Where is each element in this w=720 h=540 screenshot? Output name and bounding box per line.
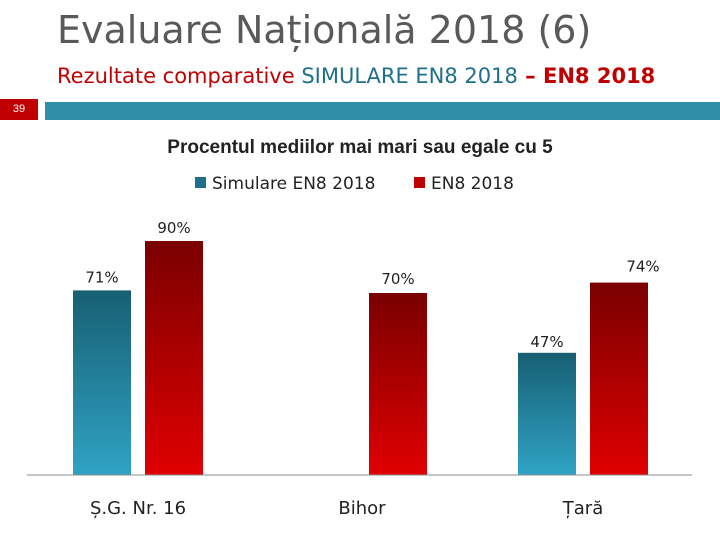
slide-subtitle: Rezultate comparative SIMULARE EN8 2018 … — [57, 64, 655, 88]
legend-label-simulare: Simulare EN8 2018 — [212, 174, 375, 194]
bar-en8-1 — [145, 241, 203, 475]
x-tick-label-3: Țară — [562, 498, 603, 519]
bar-chart: Procentul mediilor mai mari sau egale cu… — [27, 137, 692, 519]
subtitle-simulare: SIMULARE EN8 2018 — [301, 64, 518, 88]
legend-swatch-en8 — [414, 177, 425, 188]
x-tick-label-1: Ș.G. Nr. 16 — [90, 498, 186, 519]
bars-group: 71% 90% 70% 47% 74% — [73, 219, 660, 475]
x-tick-label-2: Bihor — [338, 498, 386, 519]
data-label-simulare-3: 47% — [530, 333, 563, 351]
legend-swatch-simulare — [195, 177, 206, 188]
data-label-en8-3: 74% — [626, 258, 659, 276]
data-label-en8-2: 70% — [381, 270, 414, 288]
data-label-en8-1: 90% — [157, 219, 190, 237]
chart-title: Procentul mediilor mai mari sau egale cu… — [167, 137, 553, 158]
slide-title: Evaluare Națională 2018 (6) — [57, 8, 592, 52]
x-axis-labels: Ș.G. Nr. 16 Bihor Țară — [90, 498, 603, 519]
subtitle-separator: – — [517, 64, 543, 88]
slide-number-badge: 39 — [0, 99, 38, 120]
data-label-simulare-1: 71% — [85, 268, 118, 286]
subtitle-prefix: Rezultate comparative — [57, 64, 302, 88]
bar-en8-3 — [590, 282, 648, 475]
bar-simulare-1 — [73, 290, 131, 475]
subtitle-en8: EN8 2018 — [543, 64, 656, 88]
legend-label-en8: EN8 2018 — [431, 174, 514, 194]
chart-legend: Simulare EN8 2018 EN8 2018 — [195, 174, 514, 194]
bar-simulare-3 — [518, 352, 576, 475]
bar-en8-2 — [369, 293, 427, 475]
header-band — [45, 102, 720, 120]
